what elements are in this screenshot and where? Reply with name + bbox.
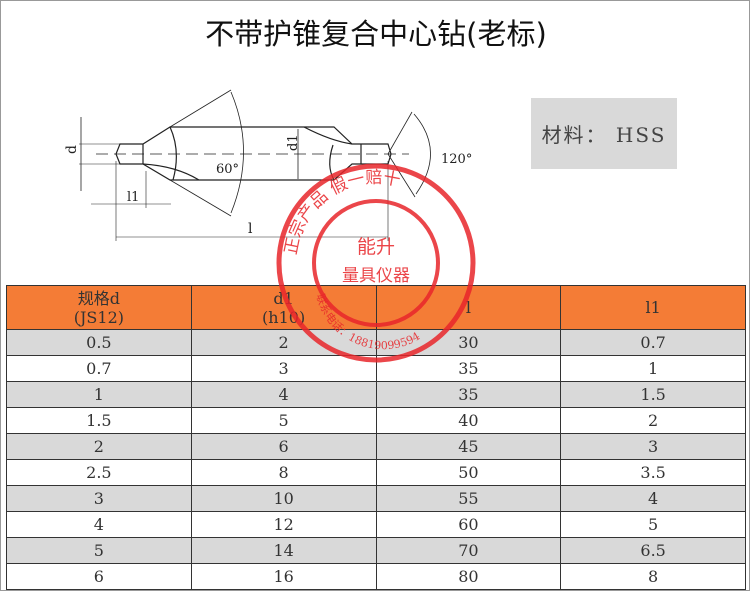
table-cell: 4 (190, 381, 377, 408)
table-cell: 12 (190, 511, 377, 538)
table-row: 2 6 45 3 (6, 433, 746, 460)
angle-120-label: 120° (441, 152, 472, 167)
table-cell: 3 (190, 355, 377, 382)
table-cell: 5 (6, 537, 192, 564)
d-label: d (64, 145, 80, 154)
table-cell: 2.5 (6, 459, 192, 486)
table-cell: 6.5 (560, 537, 746, 564)
table-cell: 4 (560, 485, 746, 512)
column-header: 规格d (JS12) (6, 285, 192, 330)
angle-60-label: 60° (216, 162, 239, 177)
table-cell: 16 (190, 563, 377, 590)
table-cell: 8 (560, 563, 746, 590)
table-cell: 2 (560, 407, 746, 434)
table-cell: 80 (375, 563, 562, 590)
table-cell: 1 (6, 381, 192, 408)
table-cell: 0.7 (6, 355, 192, 382)
table-cell: 5 (190, 407, 377, 434)
l1-label: l1 (127, 190, 139, 205)
table-cell: 2 (190, 329, 377, 356)
header-text: d1 (273, 288, 294, 308)
table-cell: 3 (6, 485, 192, 512)
table-cell: 30 (375, 329, 562, 356)
table-row: 1 4 35 1.5 (6, 381, 746, 408)
table-cell: 0.7 (560, 329, 746, 356)
header-text: l1 (645, 298, 661, 317)
table-cell: 5 (560, 511, 746, 538)
table-row: 5 14 70 6.5 (6, 537, 746, 564)
table-cell: 45 (375, 433, 562, 460)
table-cell: 60 (375, 511, 562, 538)
table-cell: 14 (190, 537, 377, 564)
table-cell: 6 (190, 433, 377, 460)
table-cell: 4 (6, 511, 192, 538)
table-cell: 0.5 (6, 329, 192, 356)
table-cell: 35 (375, 381, 562, 408)
table-row: 2.5 8 50 3.5 (6, 459, 746, 486)
table-row: 3 10 55 4 (6, 485, 746, 512)
header-text: l (465, 298, 471, 317)
table-cell: 35 (375, 355, 562, 382)
spec-table: 规格d (JS12) d1 (h10) l l1 0.5 2 30 0.7 0.7 3 35 1 1 4 35… (6, 285, 746, 590)
header-text: (JS12) (73, 307, 124, 327)
table-cell: 40 (375, 407, 562, 434)
d1-label: d1 (286, 134, 301, 151)
header-text: 规格d (77, 288, 120, 308)
page-title: 不带护锥复合中心钻(老标) (205, 17, 547, 51)
table-cell: 2 (6, 433, 192, 460)
column-header: l (375, 285, 562, 330)
table-cell: 55 (375, 485, 562, 512)
table-row: 0.7 3 35 1 (6, 355, 746, 382)
table-cell: 10 (190, 485, 377, 512)
header-text: (h10) (262, 307, 306, 327)
l-label: l (248, 221, 253, 237)
table-row: 4 12 60 5 (6, 511, 746, 538)
table-row: 1.5 5 40 2 (6, 407, 746, 434)
table-cell: 1.5 (560, 381, 746, 408)
table-cell: 6 (6, 563, 192, 590)
table-cell: 1.5 (6, 407, 192, 434)
table-cell: 3 (560, 433, 746, 460)
table-row: 6 16 80 8 (6, 563, 746, 590)
table-cell: 8 (190, 459, 377, 486)
table-cell: 50 (375, 459, 562, 486)
table-cell: 3.5 (560, 459, 746, 486)
table-row: 0.5 2 30 0.7 (6, 329, 746, 356)
material-label: 材料： HSS (531, 98, 677, 169)
table-cell: 70 (375, 537, 562, 564)
drill-diagram: d d1 l1 l 60° 120° (64, 89, 472, 241)
column-header: d1 (h10) (190, 285, 377, 330)
table-cell: 1 (560, 355, 746, 382)
column-header: l1 (560, 285, 746, 330)
